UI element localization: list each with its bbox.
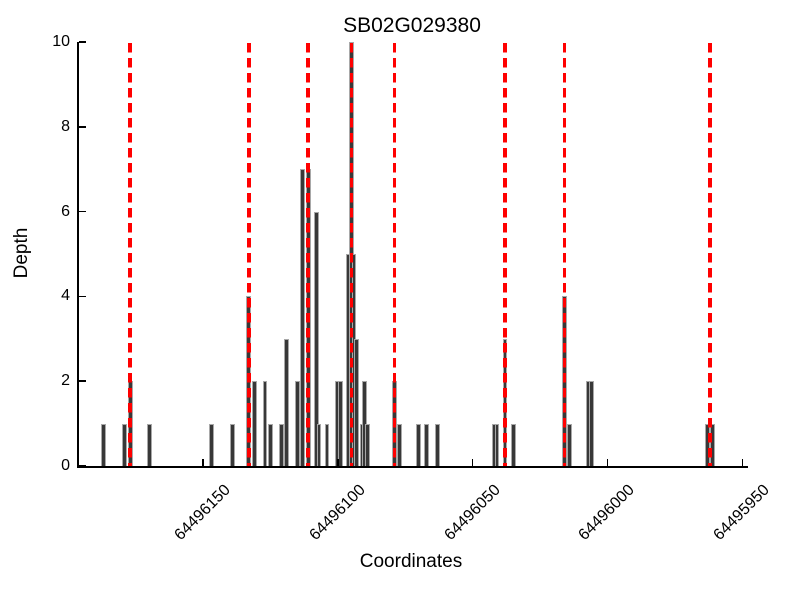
y-tick: [79, 380, 86, 382]
bar: [313, 211, 319, 466]
bar: [278, 423, 284, 466]
x-tick-label: 64496150: [171, 481, 234, 544]
bar: [324, 423, 330, 466]
bar: [435, 423, 440, 466]
bar: [510, 423, 516, 466]
bar: [284, 338, 290, 466]
x-tick-label: 64496100: [306, 481, 369, 544]
x-axis-label: Coordinates: [359, 551, 463, 572]
x-axis-spine: [77, 466, 748, 468]
chart-title: SB02G029380: [343, 14, 481, 37]
x-tick: [202, 459, 204, 466]
bar: [300, 169, 306, 466]
bar: [494, 423, 500, 466]
bar: [338, 381, 343, 466]
bar: [567, 423, 573, 466]
x-tick-label: 64495950: [710, 481, 774, 544]
snp-marker-line: [708, 43, 712, 466]
snp-marker-line: [128, 43, 132, 466]
bar: [416, 423, 422, 466]
bar: [230, 423, 236, 466]
y-tick-label: 10: [52, 33, 70, 50]
bar: [100, 423, 106, 466]
bar: [397, 423, 403, 466]
bar: [122, 423, 128, 466]
bar: [146, 423, 152, 466]
y-tick: [79, 295, 86, 298]
snp-marker-line: [306, 43, 310, 466]
y-tick-label: 0: [61, 457, 70, 474]
y-tick-label: 8: [61, 117, 70, 135]
snp-marker-line: [392, 43, 397, 466]
bar: [588, 381, 594, 466]
bar: [251, 381, 257, 466]
bar: [362, 381, 368, 466]
plot-area: 64496150 64496100 64496050 64496000 64495950…: [52, 33, 773, 544]
y-tick-label: 6: [61, 202, 70, 220]
x-tick: [471, 459, 474, 466]
x-tick-label: 64496000: [575, 481, 639, 544]
y-tick: [79, 126, 86, 128]
x-tick-label: 64496050: [441, 481, 504, 544]
bar: [424, 423, 430, 466]
bar: [365, 423, 370, 466]
y-tick-label: 4: [61, 287, 70, 305]
y-tick: [79, 210, 86, 213]
bar: [354, 338, 360, 466]
y-axis-label: Depth: [11, 227, 32, 279]
y-tick: [79, 41, 86, 43]
snp-marker-line: [349, 43, 354, 466]
bar: [316, 423, 322, 466]
x-tick: [741, 459, 744, 466]
bar: [262, 381, 268, 466]
y-tick: [79, 465, 86, 467]
snp-marker-line: [562, 43, 567, 466]
y-tick-label: 2: [61, 372, 70, 390]
bar: [268, 423, 273, 466]
snp-marker-line: [503, 43, 507, 466]
bar: [295, 381, 300, 466]
snp-marker-line: [247, 43, 251, 466]
y-axis-spine: [77, 42, 79, 468]
x-tick: [337, 459, 339, 466]
x-tick: [606, 459, 609, 466]
bar: [208, 423, 214, 466]
